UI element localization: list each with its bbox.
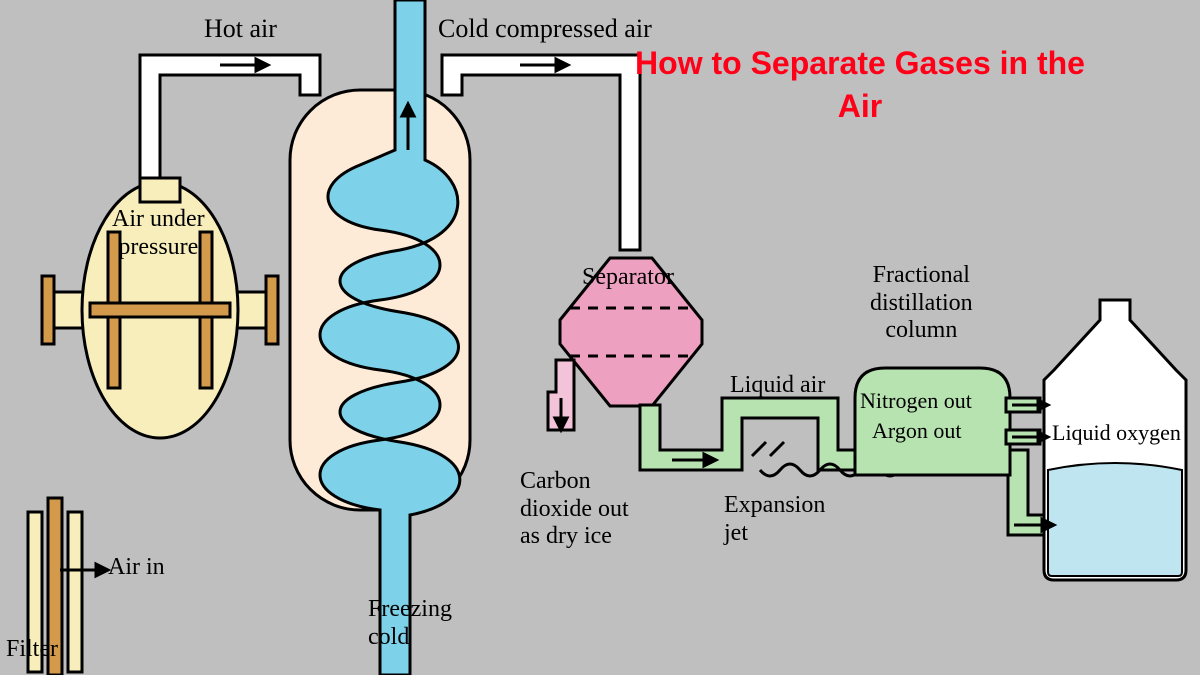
label-expansion-jet: Expansion jet bbox=[724, 492, 825, 547]
page-title: How to Separate Gases in the Air bbox=[620, 42, 1100, 128]
label-hot-air: Hot air bbox=[204, 14, 277, 44]
label-liquid-air: Liquid air bbox=[730, 372, 825, 400]
label-argon-out: Argon out bbox=[872, 418, 961, 443]
label-distillation-column: Fractional distillation column bbox=[870, 262, 973, 345]
label-separator: Separator bbox=[582, 264, 674, 292]
diagram-canvas: How to Separate Gases in the Air Filter … bbox=[0, 0, 1200, 675]
label-air-under-pressure: Air under pressure bbox=[112, 206, 205, 261]
label-freezing-cold: Freezing cold bbox=[368, 596, 452, 651]
label-nitrogen-out: Nitrogen out bbox=[860, 388, 972, 413]
label-co2-out: Carbon dioxide out as dry ice bbox=[520, 468, 629, 551]
label-cold-compressed: Cold compressed air bbox=[438, 14, 652, 44]
label-air-in: Air in bbox=[108, 554, 165, 582]
label-filter: Filter bbox=[6, 636, 58, 664]
label-liquid-oxygen: Liquid oxygen bbox=[1052, 420, 1181, 445]
